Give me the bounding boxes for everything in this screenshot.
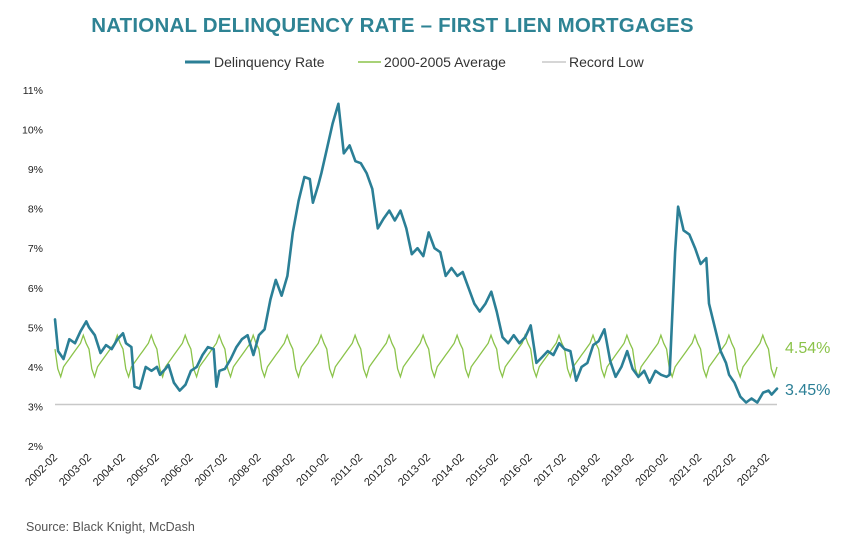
- x-tick-label: 2023-02: [735, 452, 772, 489]
- legend-label-average: 2000-2005 Average: [384, 54, 506, 70]
- y-tick-label: 7%: [28, 243, 43, 255]
- x-axis: 2002-022003-022004-022005-022006-022007-…: [23, 452, 772, 489]
- plot-area: [53, 102, 779, 406]
- x-tick-label: 2020-02: [633, 452, 670, 489]
- x-tick-label: 2012-02: [362, 452, 399, 489]
- x-tick-label: 2017-02: [532, 452, 569, 489]
- y-tick-label: 9%: [28, 164, 43, 176]
- x-tick-label: 2010-02: [294, 452, 331, 489]
- end-label-delinquency: 3.45%: [785, 382, 830, 399]
- source-note: Source: Black Knight, McDash: [26, 520, 195, 534]
- y-tick-label: 10%: [22, 125, 43, 137]
- legend-label-delinquency: Delinquency Rate: [214, 54, 325, 70]
- x-tick-label: 2007-02: [193, 452, 230, 489]
- x-tick-label: 2021-02: [667, 452, 704, 489]
- x-tick-label: 2013-02: [396, 452, 433, 489]
- x-tick-label: 2006-02: [159, 452, 196, 489]
- x-tick-label: 2011-02: [329, 452, 365, 488]
- series-line-delinquency: [53, 102, 779, 404]
- x-tick-label: 2015-02: [464, 452, 501, 489]
- y-tick-label: 2%: [28, 441, 43, 453]
- legend: Delinquency Rate 2000-2005 Average Recor…: [185, 54, 645, 70]
- chart-title: NATIONAL DELINQUENCY RATE – FIRST LIEN M…: [91, 14, 694, 37]
- x-tick-label: 2005-02: [125, 452, 162, 489]
- y-axis: 11% 10% 9% 8% 7% 6% 5% 4% 3% 2%: [22, 85, 43, 453]
- x-tick-label: 2014-02: [430, 452, 467, 489]
- x-tick-label: 2003-02: [57, 452, 94, 489]
- y-tick-label: 4%: [28, 362, 43, 374]
- series-line-average: [54, 333, 778, 379]
- y-tick-label: 3%: [28, 401, 43, 413]
- x-tick-label: 2022-02: [701, 452, 738, 489]
- x-tick-label: 2019-02: [599, 452, 636, 489]
- y-tick-label: 6%: [28, 283, 43, 295]
- x-tick-label: 2009-02: [260, 452, 297, 489]
- x-tick-label: 2004-02: [91, 452, 128, 489]
- legend-label-record-low: Record Low: [569, 54, 645, 70]
- end-labels: 4.54% 3.45%: [785, 340, 830, 399]
- x-tick-label: 2018-02: [566, 452, 603, 489]
- y-tick-label: 5%: [28, 322, 43, 334]
- end-label-average: 4.54%: [785, 340, 830, 357]
- x-tick-label: 2008-02: [227, 452, 264, 489]
- x-tick-label: 2016-02: [498, 452, 535, 489]
- y-tick-label: 8%: [28, 204, 43, 216]
- x-tick-label: 2002-02: [23, 452, 60, 489]
- y-tick-label: 11%: [23, 85, 43, 97]
